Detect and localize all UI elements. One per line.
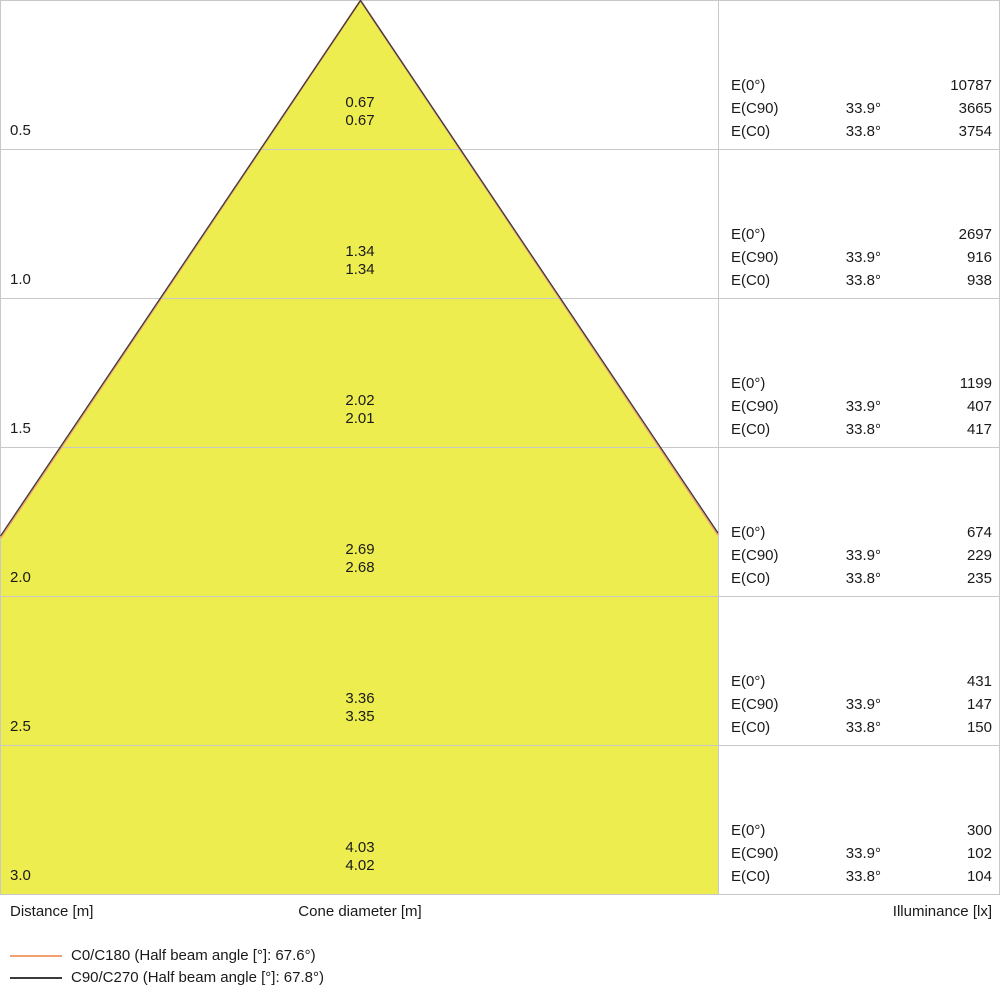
e0-label: E(0°) <box>731 77 766 94</box>
ec0-angle: 33.8° <box>845 272 881 289</box>
distance-label: 1.0 <box>10 271 31 288</box>
ec0-label: E(C0) <box>731 570 771 587</box>
ec0-value: 3754 <box>958 123 992 140</box>
ec0-value: 235 <box>966 570 992 587</box>
ec90-label: E(C90) <box>731 249 779 266</box>
c90-c270-line-swatch <box>10 976 62 979</box>
ec0-angle: 33.8° <box>845 719 881 736</box>
e0-value: 10787 <box>950 77 992 94</box>
ec90-value: 229 <box>966 547 992 564</box>
ec0-label: E(C0) <box>731 272 771 289</box>
e0-label: E(0°) <box>731 375 766 392</box>
cone-diameter-c0: 0.67 <box>345 112 375 129</box>
ec90-value: 102 <box>966 845 992 862</box>
ec90-label: E(C90) <box>731 547 779 564</box>
ec90-angle: 33.9° <box>845 547 881 564</box>
ec90-angle: 33.9° <box>845 249 881 266</box>
ec90-label: E(C90) <box>731 398 779 415</box>
ec90-label: E(C90) <box>731 100 779 117</box>
ec90-angle: 33.9° <box>845 696 881 713</box>
ec90-label: E(C90) <box>731 845 779 862</box>
cone-diameter-c0: 2.68 <box>345 559 375 576</box>
illuminance-axis-label: Illuminance [lx] <box>892 903 992 920</box>
e0-label: E(0°) <box>731 524 766 541</box>
legend-item-c0-c180: C0/C180 (Half beam angle [°]: 67.6°) <box>10 947 324 964</box>
cone-diameter-c90: 2.02 <box>345 392 375 409</box>
distance-label: 2.5 <box>10 718 31 735</box>
ec0-angle: 33.8° <box>845 421 881 438</box>
ec0-angle: 33.8° <box>845 123 881 140</box>
cone-diameter-c0: 1.34 <box>345 261 375 278</box>
ec0-label: E(C0) <box>731 719 771 736</box>
c0-c180-line-swatch <box>10 954 62 957</box>
ec0-value: 938 <box>966 272 992 289</box>
e0-label: E(0°) <box>731 822 766 839</box>
distance-label: 1.5 <box>10 420 31 437</box>
distance-label: 0.5 <box>10 122 31 139</box>
ec0-label: E(C0) <box>731 868 771 885</box>
cone-diameter-c0: 2.01 <box>345 410 375 427</box>
ec0-value: 417 <box>966 421 992 438</box>
ec90-value: 916 <box>966 249 992 266</box>
ec90-angle: 33.9° <box>845 845 881 862</box>
ec90-value: 147 <box>966 696 992 713</box>
legend-label-c90-c270: C90/C270 (Half beam angle [°]: 67.8°) <box>71 969 324 986</box>
e0-label: E(0°) <box>731 673 766 690</box>
legend: C0/C180 (Half beam angle [°]: 67.6°) C90… <box>10 947 324 986</box>
cone-diameter-c90: 0.67 <box>345 94 375 111</box>
ec0-angle: 33.8° <box>845 570 881 587</box>
legend-label-c0-c180: C0/C180 (Half beam angle [°]: 67.6°) <box>71 947 316 964</box>
e0-value: 431 <box>966 673 992 690</box>
cone-diameter-c90: 4.03 <box>345 839 375 856</box>
e0-value: 674 <box>966 524 992 541</box>
e0-label: E(0°) <box>731 226 766 243</box>
distance-axis-label: Distance [m] <box>10 903 94 920</box>
cone-diameter-c90: 3.36 <box>345 690 375 707</box>
cone-diameter-c90: 2.69 <box>345 541 375 558</box>
ec0-value: 104 <box>966 868 992 885</box>
ec0-value: 150 <box>966 719 992 736</box>
cone-diameter-axis-label: Cone diameter [m] <box>298 903 422 920</box>
ec90-value: 3665 <box>958 100 992 117</box>
e0-value: 300 <box>966 822 992 839</box>
legend-item-c90-c270: C90/C270 (Half beam angle [°]: 67.8°) <box>10 969 324 986</box>
cone-diameter-c90: 1.34 <box>345 243 375 260</box>
ec0-angle: 33.8° <box>845 868 881 885</box>
cone-plot <box>0 0 1000 895</box>
ec90-value: 407 <box>966 398 992 415</box>
c90-c270-beam-line <box>0 0 719 537</box>
cone-diameter-c0: 3.35 <box>345 708 375 725</box>
e0-value: 1199 <box>959 375 992 392</box>
ec90-angle: 33.9° <box>845 100 881 117</box>
distance-label: 2.0 <box>10 569 31 586</box>
distance-label: 3.0 <box>10 867 31 884</box>
e0-value: 2697 <box>958 226 992 243</box>
ec90-angle: 33.9° <box>845 398 881 415</box>
cone-diameter-c0: 4.02 <box>345 857 375 874</box>
ec90-label: E(C90) <box>731 696 779 713</box>
ec0-label: E(C0) <box>731 421 771 438</box>
ec0-label: E(C0) <box>731 123 771 140</box>
